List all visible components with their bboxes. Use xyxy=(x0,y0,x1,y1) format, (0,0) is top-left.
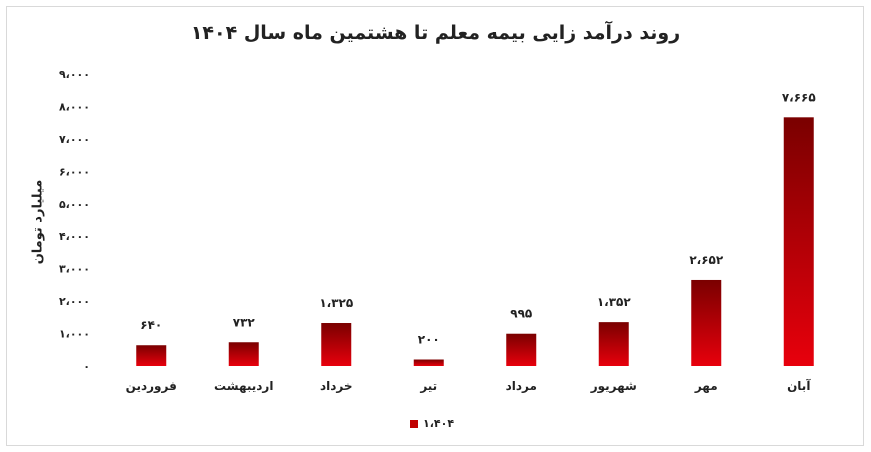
bar xyxy=(598,322,629,366)
category-label: خرداد xyxy=(320,379,353,393)
y-tick-label: ۴،۰۰۰ xyxy=(59,230,90,243)
data-labels: ۶۴۰ ۷۳۲ ۱،۳۲۵ ۲۰۰ ۹۹۵ ۱،۳۵۲ ۲،۶۵۲ ۷،۶۶۵ xyxy=(140,90,815,346)
category-label: مرداد xyxy=(506,379,537,393)
chart-title: روند درآمد زایی بیمه معلم تا هشتمین ماه … xyxy=(190,22,681,44)
data-label: ۲۰۰ xyxy=(418,333,440,347)
legend-swatch xyxy=(410,419,418,428)
y-tick-label: ۷،۰۰۰ xyxy=(59,133,90,146)
y-axis-ticks: ۰ ۱،۰۰۰ ۲،۰۰۰ ۳،۰۰۰ ۴،۰۰۰ ۵،۰۰۰ ۶،۰۰۰ ۷،۰۰۰ ۸،۰۰… xyxy=(59,68,90,373)
y-tick-label: ۱،۰۰۰ xyxy=(59,328,90,341)
data-label: ۷،۶۶۵ xyxy=(782,90,816,104)
bar xyxy=(321,323,352,366)
bar xyxy=(691,279,722,366)
category-labels: فروردین اردیبهشت خرداد تیر مرداد شهریور مهر آبا… xyxy=(126,378,812,394)
category-label: آبان xyxy=(787,378,811,393)
bars xyxy=(136,117,814,367)
category-label: مهر xyxy=(694,379,718,393)
category-label: اردیبهشت xyxy=(214,379,273,393)
bar xyxy=(783,117,814,367)
y-tick-label: ۳،۰۰۰ xyxy=(59,263,90,276)
data-label: ۱،۳۲۵ xyxy=(319,296,353,310)
chart-frame xyxy=(6,6,864,446)
category-label: فروردین xyxy=(126,379,177,394)
y-tick-label: ۲،۰۰۰ xyxy=(59,295,90,308)
y-tick-label: ۹،۰۰۰ xyxy=(59,68,90,81)
bar xyxy=(228,342,259,366)
legend: ۱،۴۰۴ xyxy=(410,417,454,430)
bar xyxy=(413,359,444,366)
category-label: شهریور xyxy=(590,379,637,394)
y-tick-label: ۰ xyxy=(83,360,90,373)
data-label: ۹۹۵ xyxy=(510,307,532,321)
y-tick-label: ۶،۰۰۰ xyxy=(59,165,90,178)
legend-label: ۱،۴۰۴ xyxy=(423,417,455,430)
data-label: ۲،۶۵۲ xyxy=(689,253,724,267)
y-tick-label: ۸،۰۰۰ xyxy=(59,100,90,113)
y-tick-label: ۵،۰۰۰ xyxy=(59,198,90,211)
bar xyxy=(136,345,167,366)
bar xyxy=(506,333,537,366)
category-label: تیر xyxy=(419,379,437,393)
data-label: ۶۴۰ xyxy=(140,318,162,332)
data-label: ۱،۳۵۲ xyxy=(597,295,632,309)
data-label: ۷۳۲ xyxy=(233,315,256,329)
